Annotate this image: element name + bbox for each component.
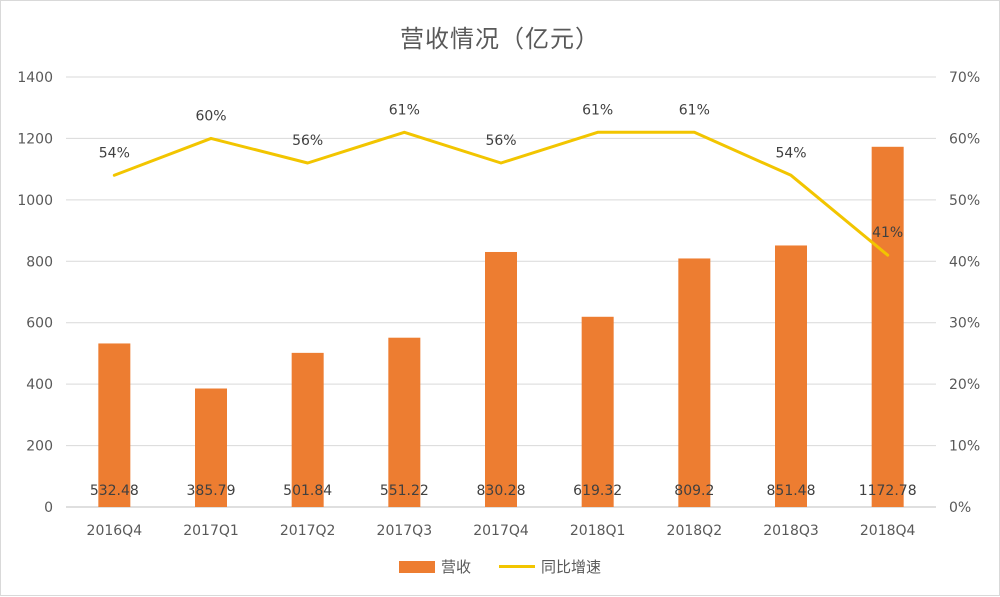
y-right-tick-label: 70% xyxy=(949,70,980,86)
bar-revenue xyxy=(485,252,517,507)
bar-revenue xyxy=(872,147,904,507)
bar-data-label: 851.48 xyxy=(767,483,816,499)
bar-revenue xyxy=(388,338,420,507)
x-tick-label: 2017Q4 xyxy=(473,523,529,539)
x-tick-label: 2016Q4 xyxy=(87,523,143,539)
legend-swatch-growth xyxy=(499,565,535,568)
y-right-tick-label: 40% xyxy=(949,254,980,270)
line-data-label: 41% xyxy=(872,225,903,241)
legend-swatch-revenue xyxy=(399,561,435,573)
line-data-label: 61% xyxy=(679,102,710,118)
bar-revenue xyxy=(678,258,710,507)
line-data-label: 54% xyxy=(775,145,806,161)
legend-label-growth: 同比增速 xyxy=(541,556,601,577)
y-left-tick-label: 0 xyxy=(44,500,53,516)
bar-data-label: 1172.78 xyxy=(859,483,917,499)
bar-data-label: 385.79 xyxy=(187,483,236,499)
y-left-tick-label: 800 xyxy=(26,254,53,270)
chart-legend: 营收 同比增速 xyxy=(1,556,999,577)
bar-data-label: 809.2 xyxy=(674,483,714,499)
y-right-tick-label: 50% xyxy=(949,193,980,209)
x-tick-label: 2017Q3 xyxy=(377,523,433,539)
y-left-tick-label: 1200 xyxy=(17,131,53,147)
y-right-tick-label: 30% xyxy=(949,316,980,332)
bar-data-label: 830.28 xyxy=(477,483,526,499)
x-tick-label: 2018Q3 xyxy=(763,523,819,539)
line-data-label: 56% xyxy=(292,133,323,149)
bar-data-label: 619.32 xyxy=(573,483,622,499)
y-right-tick-label: 0% xyxy=(949,500,971,516)
x-tick-label: 2017Q1 xyxy=(183,523,239,539)
legend-label-revenue: 营收 xyxy=(441,556,471,577)
y-right-tick-label: 60% xyxy=(949,131,980,147)
bar-revenue xyxy=(775,245,807,507)
bar-data-label: 532.48 xyxy=(90,483,139,499)
line-growth-rate xyxy=(114,132,887,255)
line-data-label: 54% xyxy=(99,145,130,161)
bar-revenue xyxy=(582,317,614,507)
y-left-tick-label: 200 xyxy=(26,439,53,455)
legend-entry-growth[interactable]: 同比增速 xyxy=(499,556,601,577)
line-data-label: 56% xyxy=(485,133,516,149)
y-left-tick-label: 600 xyxy=(26,316,53,332)
line-data-label: 61% xyxy=(582,102,613,118)
x-tick-label: 2018Q1 xyxy=(570,523,626,539)
y-left-tick-label: 400 xyxy=(26,377,53,393)
x-tick-label: 2018Q2 xyxy=(667,523,723,539)
y-right-tick-label: 10% xyxy=(949,439,980,455)
bar-data-label: 501.84 xyxy=(283,483,332,499)
y-left-tick-label: 1000 xyxy=(17,193,53,209)
bar-data-label: 551.22 xyxy=(380,483,429,499)
x-tick-label: 2017Q2 xyxy=(280,523,336,539)
line-data-label: 60% xyxy=(195,108,226,124)
legend-entry-revenue[interactable]: 营收 xyxy=(399,556,471,577)
y-left-tick-label: 1400 xyxy=(17,70,53,86)
x-tick-label: 2018Q4 xyxy=(860,523,916,539)
y-right-tick-label: 20% xyxy=(949,377,980,393)
line-data-label: 61% xyxy=(389,102,420,118)
